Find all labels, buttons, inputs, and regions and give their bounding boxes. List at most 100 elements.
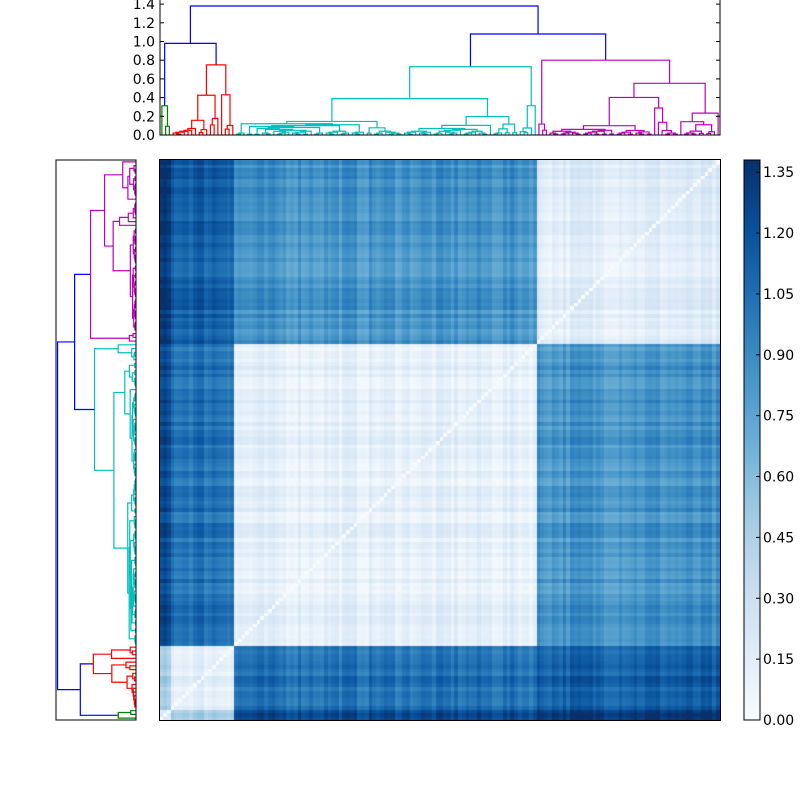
colorbar-tick-label: 0.60: [763, 470, 794, 486]
dendrogram-link: [189, 5, 539, 44]
y-tick-label: 0.2: [133, 109, 155, 125]
dendrogram-link: [205, 64, 227, 96]
colorbar-tick-label: 1.05: [763, 287, 794, 303]
dendrogram-link: [118, 216, 136, 226]
y-tick-label: 0.6: [133, 72, 155, 88]
dendrogram-link: [502, 123, 516, 133]
dendrogram-link: [691, 112, 719, 135]
dendrogram-link: [657, 121, 668, 135]
dendrogram-link: [93, 348, 119, 471]
dendrogram-link: [74, 273, 95, 411]
dendrogram-link: [132, 333, 136, 338]
colorbar-tick-label: 0.45: [763, 530, 794, 546]
dendrogram-link: [441, 124, 491, 135]
colorbar-tick-label: 1.20: [763, 226, 794, 242]
dendrogram-link: [130, 710, 136, 715]
left-dendrogram-frame: [55, 159, 137, 721]
dendrogram-link: [469, 33, 607, 67]
dendrogram-link: [654, 107, 664, 135]
dendrogram-link: [465, 115, 510, 126]
dendrogram-link: [526, 105, 536, 135]
colorbar-tick-label: 0.00: [763, 713, 794, 729]
dendrogram-link: [92, 653, 112, 675]
colorbar-plot: 0.00 0.15 0.30 0.45 0.60 0.75 0.90 1.05 1.20 1.35: [743, 159, 794, 729]
dendrogram-link: [127, 212, 136, 223]
colorbar-tick-label: 0.30: [763, 591, 794, 607]
dendrogram-link: [127, 502, 132, 594]
dendrogram-link: [129, 167, 135, 185]
y-tick-label: 1.2: [133, 16, 155, 32]
dendrogram-link: [129, 665, 136, 671]
dendrogram-link: [198, 132, 204, 135]
dendrogram-link: [221, 94, 231, 135]
dendrogram-link: [89, 209, 130, 339]
dendrogram-link: [111, 664, 128, 683]
dendrogram-link: [538, 123, 546, 135]
dendrogram-link: [224, 128, 230, 135]
dendrogram-link: [132, 672, 136, 680]
colorbar: 0.00 0.15 0.30 0.45 0.60 0.75 0.90 1.05 1.20 1.35: [740, 150, 800, 740]
y-tick-label: 0.4: [133, 91, 155, 107]
dendrogram-link: [133, 676, 136, 682]
dendrogram-link: [695, 124, 713, 132]
dendrogram-link: [134, 508, 136, 514]
dendrogram-link: [110, 649, 136, 659]
dendrogram-link: [331, 98, 489, 122]
dendrogram-link: [132, 207, 136, 219]
dendrogram-link: [625, 129, 645, 133]
dendrogram-link: [117, 711, 136, 719]
colorbar-tick-label: 0.75: [763, 409, 794, 425]
dendrogram-link: [542, 129, 547, 135]
colorbar-tick-label: 0.90: [763, 348, 794, 364]
dendrogram-link: [122, 161, 136, 189]
dendrogram-link: [134, 370, 136, 376]
left-dendrogram: [0, 150, 150, 740]
dendrogram-link: [608, 96, 660, 126]
dendrogram-link: [129, 646, 136, 654]
dendrogram-link: [113, 391, 128, 549]
dendrogram-link: [125, 661, 136, 669]
heatmap: [159, 159, 721, 721]
dendrogram-link: [131, 372, 135, 382]
dendrogram-link: [582, 125, 636, 131]
dendrogram-link: [133, 362, 136, 368]
dendrogram-link: [164, 42, 217, 106]
dendrogram-link: [523, 132, 529, 135]
dendrogram-link: [633, 82, 706, 114]
dendrogram-link: [124, 370, 131, 415]
dendrogram-link: [368, 127, 386, 134]
top-dendrogram: 0.0 0.2 0.4 0.6 0.8 1.0 1.2 1.4: [0, 0, 800, 150]
dendrogram-link: [126, 675, 133, 689]
dendrogram-link: [706, 132, 712, 135]
dendrogram-link: [129, 244, 134, 298]
dendrogram-link: [131, 347, 136, 358]
top-dendrogram-plot: 0.0 0.2 0.4 0.6 0.8 1.0 1.2 1.4: [133, 0, 721, 144]
heatmap-frame: [159, 159, 721, 721]
dendrogram-link: [191, 119, 205, 130]
y-tick-label: 0.0: [133, 128, 155, 144]
dendrogram-link: [128, 364, 135, 378]
dendrogram-link: [541, 59, 671, 125]
left-dendrogram-plot: [55, 159, 137, 721]
dendrogram-link: [187, 127, 197, 135]
dendrogram-link: [512, 132, 518, 135]
colorbar-tick-label: 0.15: [763, 652, 794, 668]
dendrogram-link: [79, 663, 119, 716]
dendrogram-link: [680, 121, 705, 135]
dendrogram-link: [56, 341, 81, 691]
dendrogram-link: [127, 175, 136, 200]
heatmap-canvas: [160, 160, 720, 720]
dendrogram-link: [498, 128, 508, 133]
dendrogram-link: [134, 351, 136, 357]
y-tick-label: 1.0: [133, 35, 155, 51]
dendrogram-link: [522, 127, 533, 135]
y-tick-label: 1.4: [133, 0, 155, 13]
dendrogram-link: [689, 130, 702, 134]
dendrogram-link: [161, 105, 169, 135]
dendrogram-link: [165, 125, 170, 135]
dendrogram-link: [117, 344, 136, 354]
dendrogram-link: [131, 494, 135, 512]
dendrogram-link: [366, 132, 372, 135]
dendrogram-link: [209, 124, 215, 135]
dendrogram-link: [112, 220, 131, 272]
